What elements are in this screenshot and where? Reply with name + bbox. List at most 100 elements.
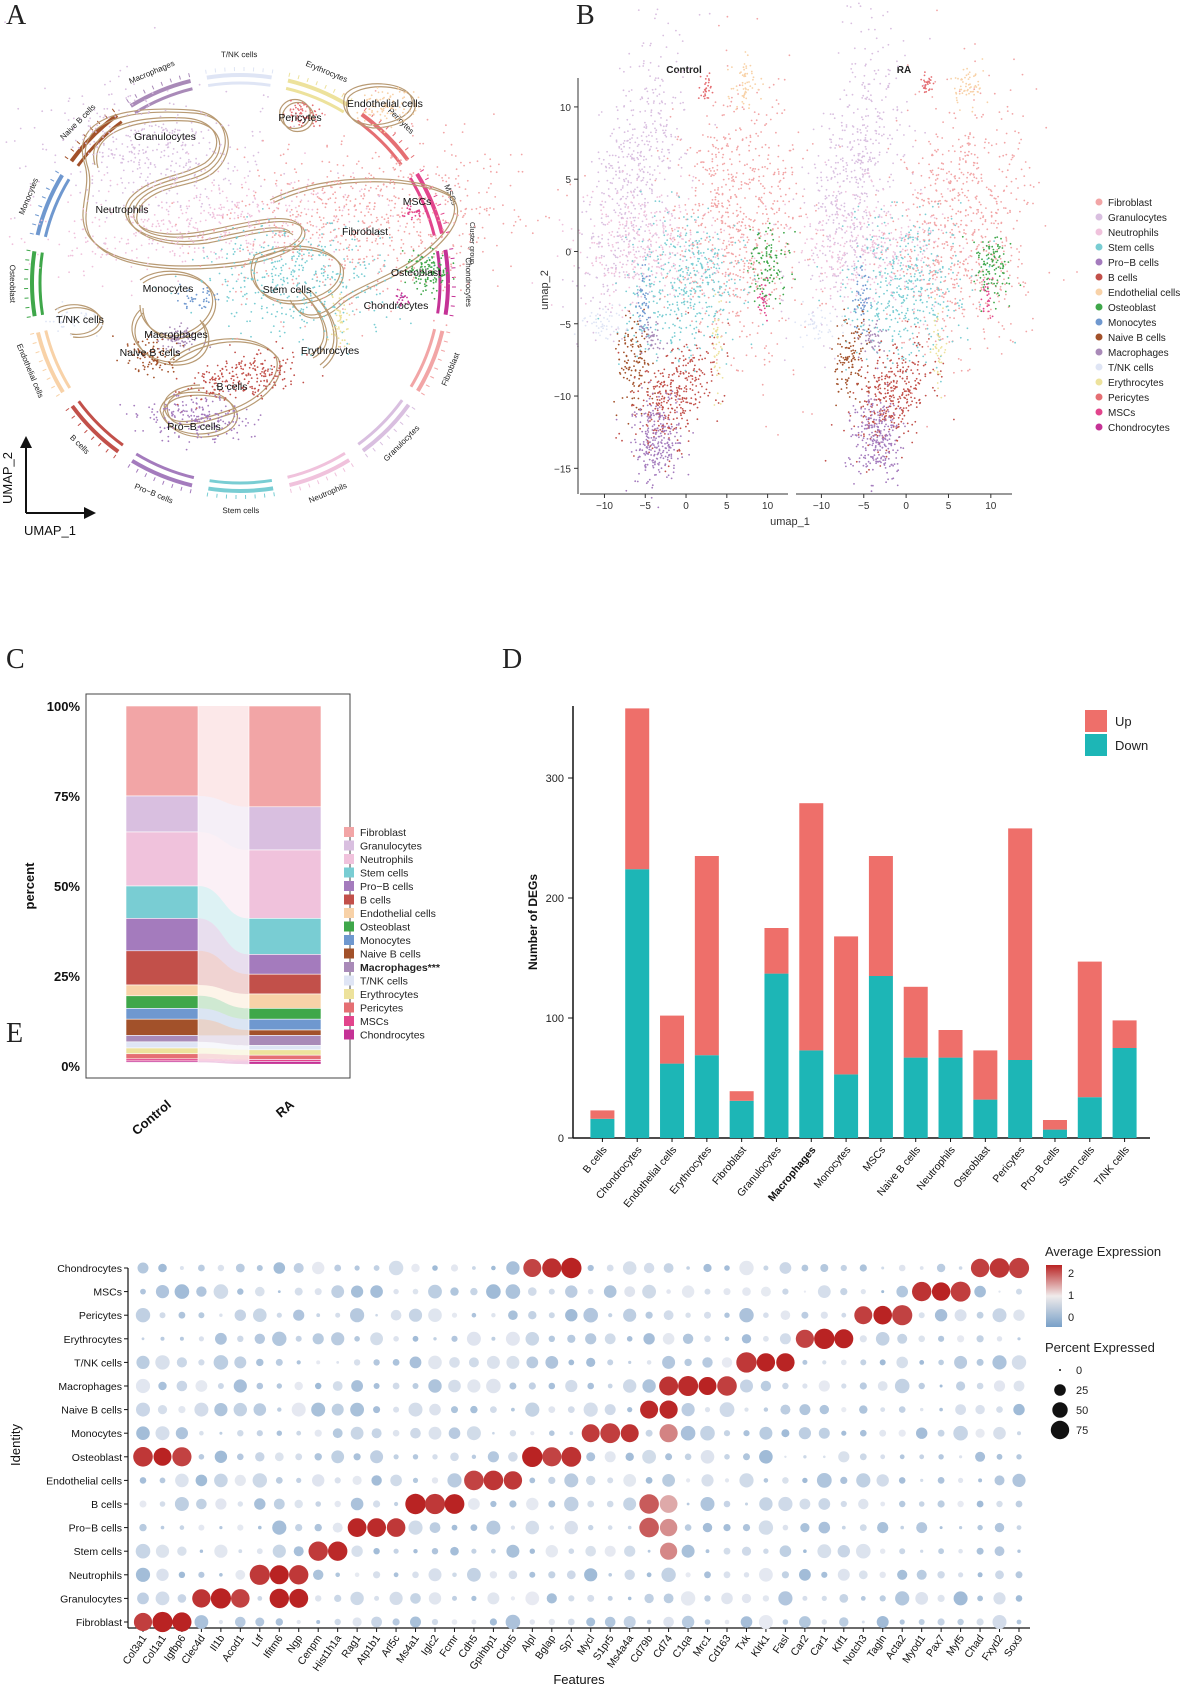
cell-point bbox=[625, 223, 628, 225]
cell-point bbox=[109, 179, 112, 182]
cell-point bbox=[275, 285, 278, 287]
cell-point bbox=[777, 155, 780, 158]
cell-point bbox=[721, 261, 723, 264]
cell-point bbox=[80, 253, 83, 256]
cell-point bbox=[573, 265, 576, 267]
cell-point bbox=[323, 300, 326, 303]
cell-point bbox=[154, 166, 157, 168]
cell-point bbox=[733, 265, 735, 268]
contour-line bbox=[302, 292, 328, 359]
cell-point bbox=[800, 215, 802, 218]
axis-label-umap-2: UMAP_2 bbox=[0, 452, 15, 504]
cell-point bbox=[694, 221, 697, 224]
cell-point bbox=[240, 290, 243, 293]
cell-point bbox=[155, 248, 158, 251]
cell-point bbox=[720, 231, 723, 234]
cell-point bbox=[619, 223, 621, 226]
cell-point bbox=[645, 87, 648, 90]
cell-point bbox=[253, 194, 256, 197]
cell-point bbox=[152, 345, 155, 348]
cell-point bbox=[715, 310, 718, 313]
cell-point bbox=[699, 286, 702, 288]
cell-point bbox=[219, 222, 222, 225]
cell-point bbox=[784, 245, 787, 248]
cell-point bbox=[126, 114, 129, 116]
cell-point bbox=[390, 126, 393, 129]
cell-point bbox=[147, 365, 149, 368]
cell-point bbox=[623, 105, 625, 108]
cell-point bbox=[335, 314, 338, 317]
cell-point bbox=[723, 138, 726, 140]
cell-point bbox=[633, 266, 636, 268]
cell-point bbox=[721, 186, 723, 188]
cell-point bbox=[177, 280, 180, 282]
cell-point bbox=[360, 273, 363, 275]
cell-point bbox=[299, 112, 301, 115]
cell-point bbox=[403, 108, 405, 111]
cell-point bbox=[718, 151, 720, 154]
cell-point bbox=[625, 290, 628, 293]
cell-point bbox=[628, 147, 631, 149]
cell-point bbox=[82, 207, 85, 210]
cell-point bbox=[381, 126, 384, 129]
cell-point bbox=[607, 267, 610, 270]
cell-point bbox=[67, 119, 70, 121]
cell-point bbox=[652, 123, 654, 125]
cell-point bbox=[728, 189, 731, 191]
cell-point bbox=[162, 347, 165, 350]
cell-point bbox=[645, 218, 648, 221]
cell-point bbox=[210, 251, 212, 253]
cell-point bbox=[306, 249, 309, 252]
cell-point bbox=[768, 352, 770, 355]
cell-point bbox=[322, 233, 325, 236]
cell-point bbox=[735, 312, 738, 315]
cell-point bbox=[251, 387, 254, 390]
cell-point bbox=[427, 272, 430, 274]
cell-point bbox=[370, 174, 373, 177]
cell-point bbox=[608, 154, 611, 157]
cell-point bbox=[306, 321, 308, 324]
cell-point bbox=[704, 168, 707, 171]
cell-point bbox=[281, 234, 284, 237]
cell-point bbox=[357, 276, 360, 278]
cell-point bbox=[708, 173, 711, 175]
cell-point bbox=[300, 199, 303, 202]
cell-point bbox=[737, 188, 740, 190]
cell-point bbox=[432, 268, 435, 270]
cell-point bbox=[176, 173, 178, 176]
cell-point bbox=[717, 238, 720, 240]
cell-point bbox=[280, 278, 282, 281]
cell-point bbox=[648, 238, 651, 241]
cell-point bbox=[207, 301, 210, 304]
cell-point bbox=[374, 326, 377, 329]
cell-point bbox=[651, 135, 653, 137]
cell-point bbox=[489, 158, 492, 161]
cluster-points-fibroblast-0 bbox=[648, 15, 841, 436]
cell-point bbox=[722, 104, 725, 107]
cell-point bbox=[232, 253, 235, 256]
cell-point bbox=[714, 317, 716, 320]
cell-point bbox=[558, 219, 561, 221]
cell-point bbox=[744, 224, 747, 227]
cell-point bbox=[151, 355, 154, 358]
cell-point bbox=[261, 200, 264, 203]
cell-point bbox=[84, 142, 87, 145]
cell-point bbox=[662, 264, 665, 266]
cell-point bbox=[673, 289, 675, 291]
cell-point bbox=[714, 172, 717, 175]
cell-point bbox=[310, 111, 313, 114]
cell-point bbox=[464, 188, 467, 191]
cell-point bbox=[200, 205, 203, 208]
cell-point bbox=[628, 273, 630, 275]
cell-point bbox=[450, 189, 453, 192]
contour-line bbox=[253, 248, 344, 305]
cell-point bbox=[340, 291, 343, 294]
cell-point bbox=[763, 358, 766, 361]
cell-point bbox=[104, 83, 106, 86]
cell-point bbox=[166, 407, 169, 410]
cell-point bbox=[260, 307, 263, 310]
cell-point bbox=[161, 189, 164, 192]
cell-point bbox=[205, 195, 208, 198]
cell-point bbox=[675, 270, 678, 273]
cell-point bbox=[760, 131, 762, 133]
